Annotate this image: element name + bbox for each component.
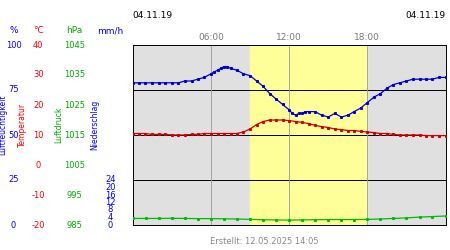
Text: -20: -20 (32, 220, 45, 230)
Text: 1025: 1025 (64, 100, 85, 110)
Text: 1045: 1045 (64, 40, 85, 50)
Text: 40: 40 (33, 40, 44, 50)
Text: 16: 16 (105, 190, 116, 200)
Text: Temperatur: Temperatur (18, 103, 27, 147)
Text: -10: -10 (32, 190, 45, 200)
Text: Luftdruck: Luftdruck (54, 107, 63, 143)
Text: 1005: 1005 (64, 160, 85, 170)
Text: 100: 100 (5, 40, 22, 50)
Text: 20: 20 (105, 183, 116, 192)
Text: Niederschlag: Niederschlag (90, 100, 99, 150)
Text: 4: 4 (108, 213, 113, 222)
Text: 995: 995 (67, 190, 82, 200)
Text: Erstellt: 12.05.2025 14:05: Erstellt: 12.05.2025 14:05 (210, 237, 319, 246)
Text: 8: 8 (108, 206, 113, 214)
Text: 1035: 1035 (64, 70, 85, 80)
Text: 985: 985 (66, 220, 82, 230)
Text: %: % (9, 26, 18, 35)
Bar (250, 45, 367, 225)
Text: 12: 12 (105, 198, 116, 207)
Text: 0: 0 (36, 160, 41, 170)
Text: 20: 20 (33, 100, 44, 110)
Text: °C: °C (33, 26, 44, 35)
Text: 1015: 1015 (64, 130, 85, 140)
Text: 0: 0 (108, 220, 113, 230)
Text: 50: 50 (8, 130, 19, 140)
Text: 04.11.19: 04.11.19 (405, 11, 446, 20)
Text: Luftfeuchtigkeit: Luftfeuchtigkeit (0, 95, 7, 155)
Text: 25: 25 (8, 176, 19, 184)
Text: 30: 30 (33, 70, 44, 80)
Text: 24: 24 (105, 176, 116, 184)
Text: mm/h: mm/h (97, 26, 123, 35)
Text: 75: 75 (8, 86, 19, 94)
Text: 10: 10 (33, 130, 44, 140)
Text: 0: 0 (11, 220, 16, 230)
Text: hPa: hPa (66, 26, 82, 35)
Text: 04.11.19: 04.11.19 (133, 11, 173, 20)
